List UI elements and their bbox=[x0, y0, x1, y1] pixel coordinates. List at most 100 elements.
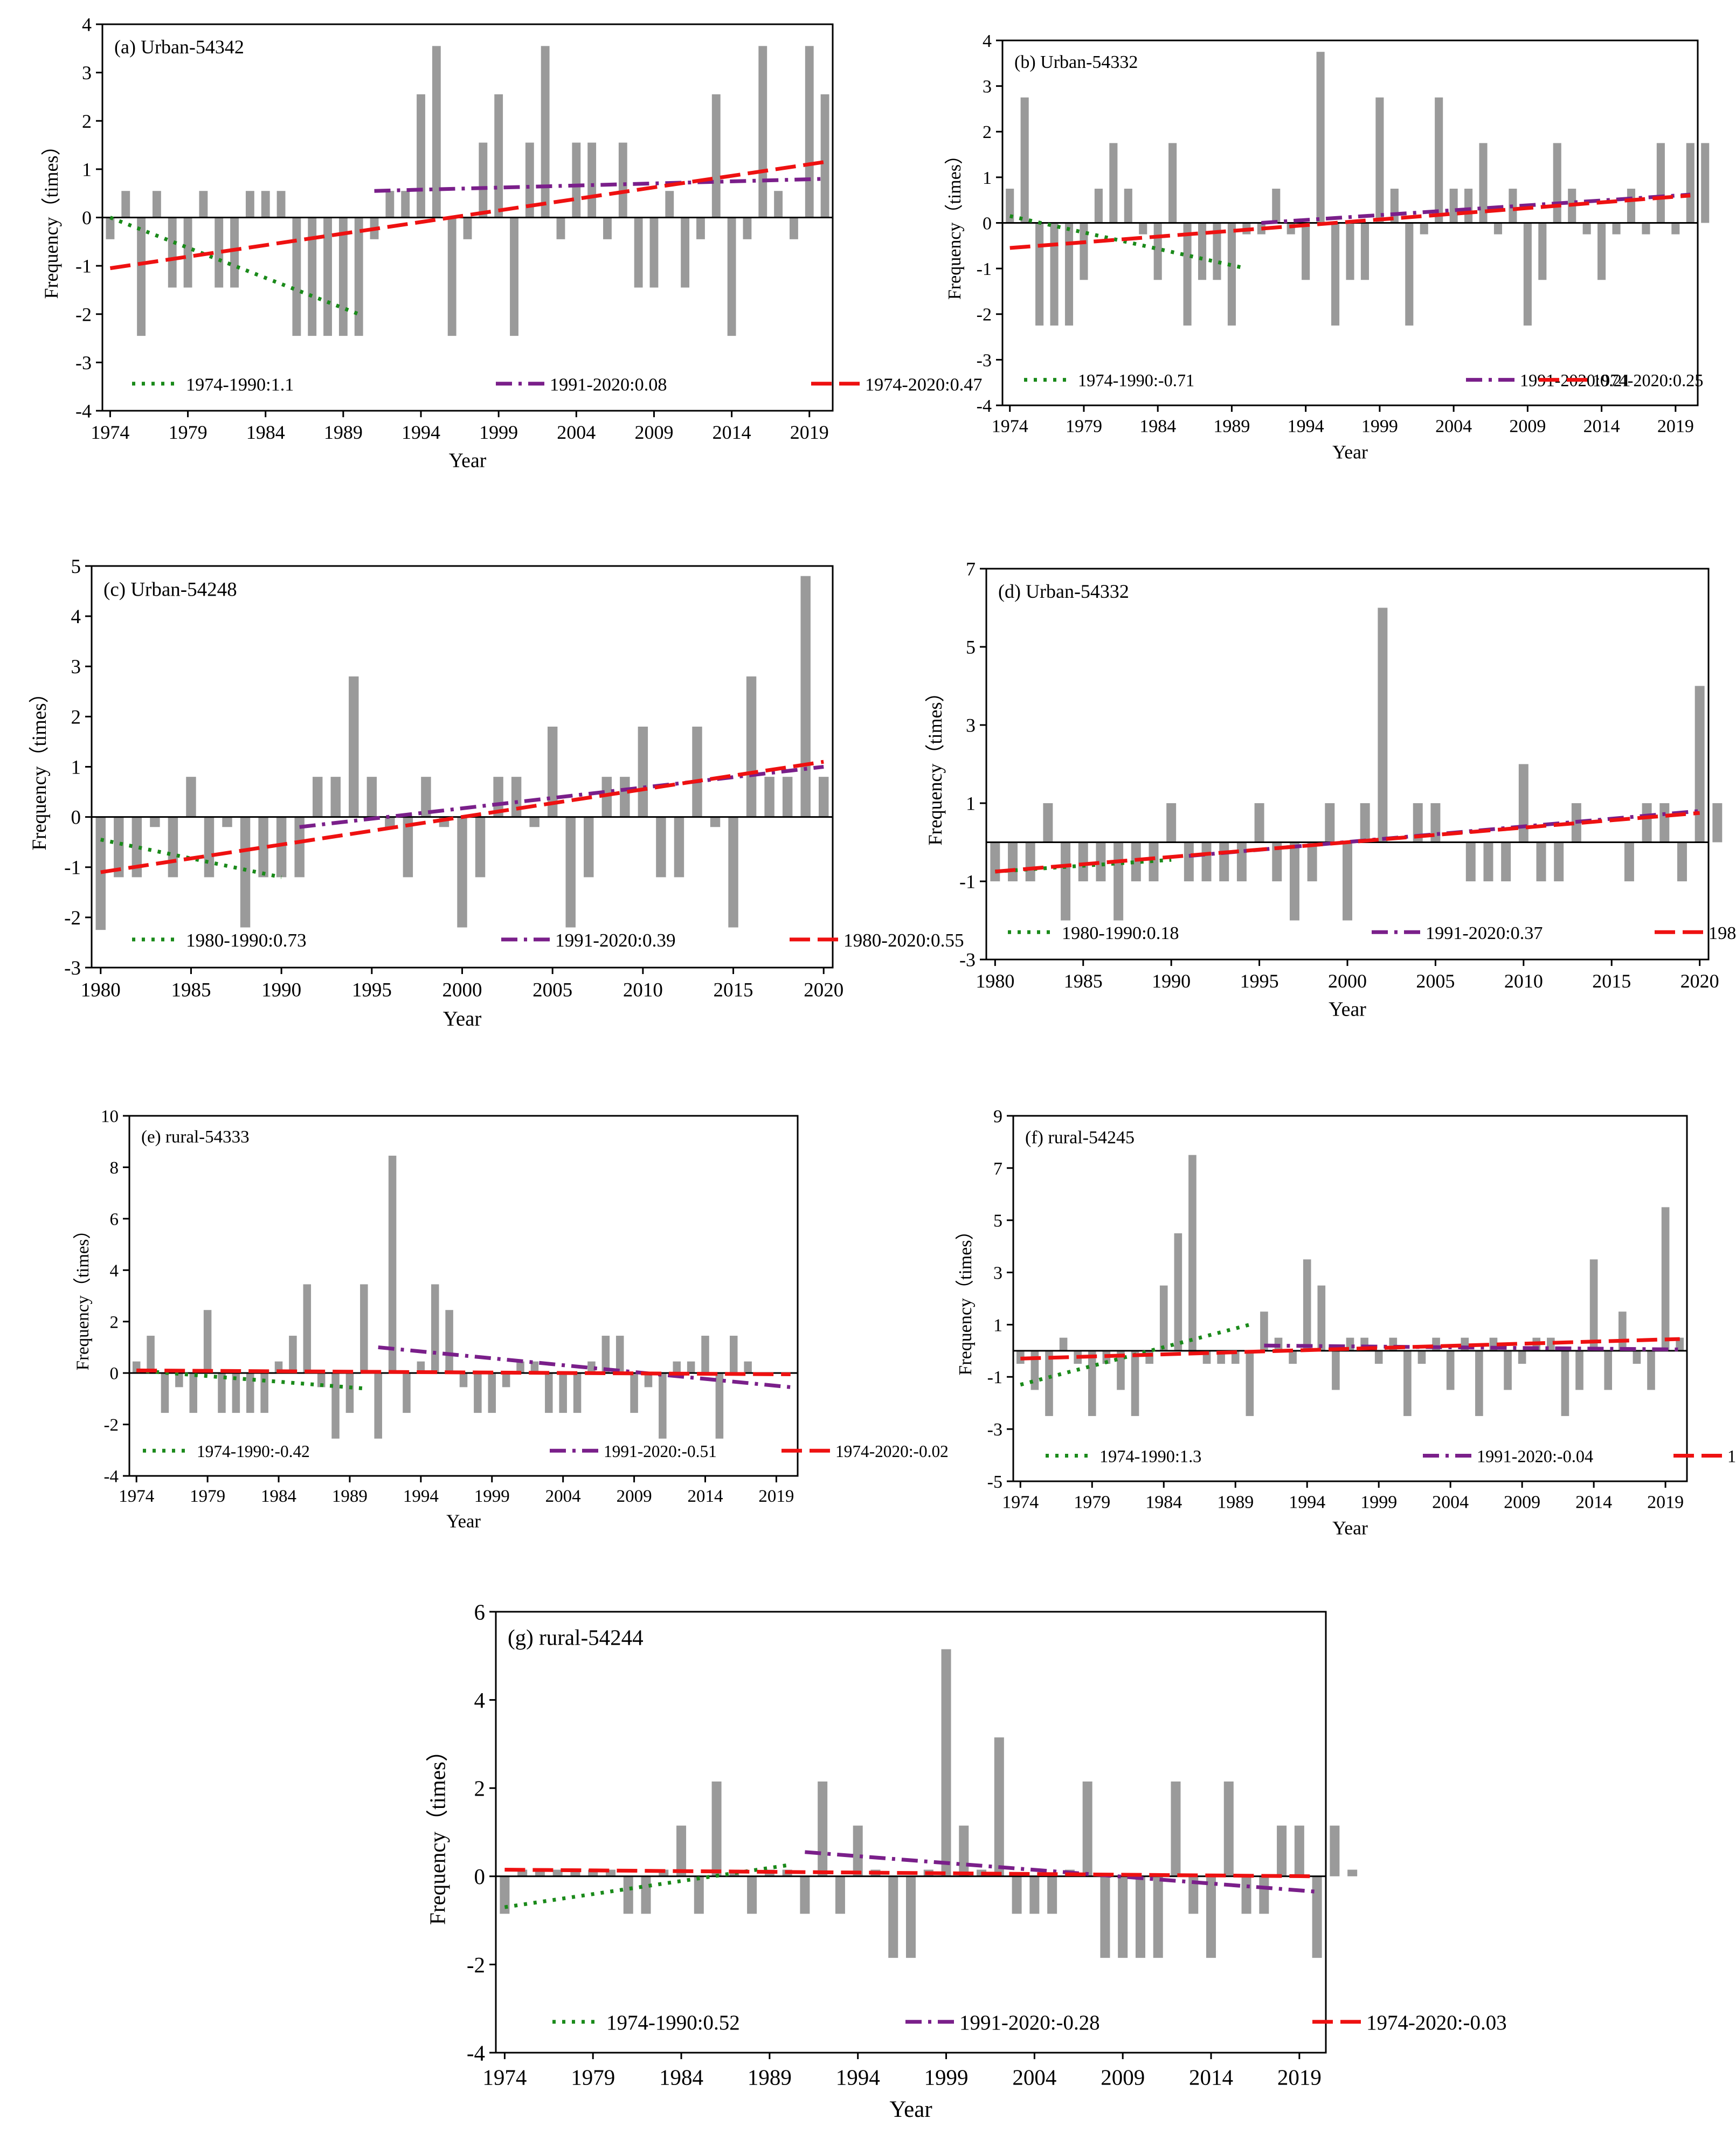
bar-1993 bbox=[403, 1373, 411, 1413]
x-tick-label: 1989 bbox=[1213, 416, 1250, 436]
bar-1983 bbox=[260, 1373, 268, 1413]
y-tick-label: -1 bbox=[64, 857, 81, 879]
x-tick-label: 2020 bbox=[804, 979, 843, 1002]
y-axis-label: Frequency（times） bbox=[955, 1221, 976, 1375]
y-tick-label: 6 bbox=[474, 1599, 486, 1624]
bar-2001 bbox=[475, 817, 486, 878]
bar-1999 bbox=[494, 94, 503, 218]
bar-2013 bbox=[711, 94, 721, 218]
bar-2007 bbox=[1465, 842, 1476, 881]
x-tick-label: 2019 bbox=[790, 422, 829, 443]
bar-2013 bbox=[1188, 1876, 1199, 1914]
bar-2016 bbox=[1241, 1876, 1251, 1914]
bar-1994 bbox=[853, 1825, 863, 1876]
panel-label: (d) Urban-54332 bbox=[998, 581, 1129, 602]
x-tick-label: 2014 bbox=[688, 1487, 723, 1506]
x-tick-label: 2004 bbox=[557, 422, 596, 443]
x-tick-label: 2014 bbox=[713, 422, 751, 443]
bar-2017 bbox=[744, 1361, 752, 1373]
bar-1974 bbox=[500, 1876, 510, 1914]
y-tick-label: 0 bbox=[71, 807, 81, 829]
bar-1997 bbox=[459, 1373, 468, 1387]
bar-1976 bbox=[137, 217, 146, 336]
bar-2005 bbox=[547, 727, 558, 817]
x-tick-label: 1989 bbox=[332, 1487, 368, 1506]
chart-panel-5: -4 -2 0 2 4 6 8 10 1974 1979 1984 1989 1994 1999 2004 2… bbox=[73, 1107, 949, 1532]
bar-2018 bbox=[1647, 1350, 1655, 1390]
trend-line-3 bbox=[1020, 1337, 1680, 1361]
x-tick-label: 2004 bbox=[545, 1487, 581, 1506]
bar-2013 bbox=[1575, 1350, 1583, 1390]
bar-2018 bbox=[782, 777, 793, 817]
bar-2009 bbox=[1118, 1876, 1128, 1958]
bar-1990 bbox=[360, 1284, 368, 1373]
bar-2019 bbox=[805, 46, 814, 218]
x-tick-label: 2019 bbox=[1647, 1492, 1684, 1512]
bar-2017 bbox=[774, 191, 783, 218]
x-tick-label: 1979 bbox=[190, 1487, 225, 1506]
y-axis-label: Frequency（times） bbox=[40, 136, 62, 299]
bar-2021 bbox=[1330, 1825, 1340, 1876]
y-tick-label: 3 bbox=[966, 715, 976, 736]
x-tick-label: 2000 bbox=[442, 979, 482, 1002]
bar-2007 bbox=[601, 1335, 610, 1373]
trend-line-3 bbox=[136, 1368, 791, 1377]
bar-2010 bbox=[1518, 764, 1528, 843]
bar-2008 bbox=[1504, 1350, 1512, 1390]
bar-2004 bbox=[559, 1373, 567, 1413]
bar-2000 bbox=[959, 1825, 969, 1876]
y-tick-label: 2 bbox=[82, 111, 92, 132]
bar-1995 bbox=[1254, 803, 1264, 843]
bar-1988 bbox=[323, 217, 332, 336]
legend-entry-3: 1980-2020:0.41 bbox=[1709, 923, 1736, 943]
panel-label: (g) rural-54244 bbox=[508, 1625, 644, 1650]
bar-1979 bbox=[203, 1310, 212, 1373]
x-tick-label: 1980 bbox=[976, 970, 1014, 992]
bar-1981 bbox=[215, 217, 224, 288]
legend-entry-3: 1974-2020:-0.02 bbox=[835, 1442, 949, 1461]
y-axis-label: Frequency（times） bbox=[944, 146, 965, 300]
bar-1997 bbox=[1289, 842, 1299, 921]
x-tick-label: 1989 bbox=[324, 422, 363, 443]
legend-entry-1: 1974-1990:1.3 bbox=[1099, 1446, 1201, 1466]
y-tick-label: 1 bbox=[966, 793, 976, 814]
bar-2021 bbox=[1712, 803, 1723, 843]
x-tick-label: 1989 bbox=[1217, 1492, 1254, 1512]
bar-2003 bbox=[556, 217, 565, 239]
y-tick-label: 7 bbox=[966, 558, 976, 580]
bar-2005 bbox=[1047, 1876, 1057, 1914]
bar-2003 bbox=[1435, 97, 1443, 223]
bar-2009 bbox=[620, 777, 630, 817]
bar-1977 bbox=[1059, 1337, 1068, 1351]
x-tick-label: 1974 bbox=[119, 1487, 154, 1506]
x-tick-label: 2019 bbox=[1277, 2065, 1322, 2089]
bar-2002 bbox=[493, 777, 503, 817]
bar-1976 bbox=[1035, 223, 1044, 326]
bar-2015 bbox=[728, 817, 738, 928]
legend-entry-1: 1974-1990:0.52 bbox=[606, 2011, 740, 2034]
bar-1993 bbox=[330, 777, 341, 817]
x-tick-label: 1974 bbox=[992, 416, 1028, 436]
x-tick-label: 1984 bbox=[246, 422, 285, 443]
bar-2007 bbox=[1493, 223, 1503, 234]
bar-1982 bbox=[246, 1373, 254, 1413]
bar-1994 bbox=[417, 94, 425, 218]
bar-2009 bbox=[630, 1373, 638, 1413]
bar-2008 bbox=[615, 1335, 624, 1373]
bar-2007 bbox=[584, 817, 594, 878]
y-tick-label: 2 bbox=[983, 122, 992, 142]
bar-2018 bbox=[1277, 1825, 1287, 1876]
bar-1990 bbox=[1246, 1350, 1254, 1416]
bar-1985 bbox=[276, 191, 286, 218]
trend-line-3 bbox=[995, 811, 1700, 874]
bar-1996 bbox=[1332, 1350, 1340, 1390]
bar-1992 bbox=[312, 777, 323, 817]
chart-panel-3: -3 -2 -1 0 1 2 3 4 5 1980 1985 1990 1995 2000 2005 2010… bbox=[29, 556, 964, 1030]
bar-2006 bbox=[1475, 1350, 1483, 1416]
y-axis-label: Frequency（times） bbox=[924, 683, 946, 846]
bar-2010 bbox=[1135, 1876, 1145, 1958]
bar-1983 bbox=[1139, 223, 1147, 234]
x-tick-label: 1999 bbox=[474, 1487, 510, 1506]
chart-panel-1: -4 -3 -2 -1 0 1 2 3 4 1974 1979 1984 1989 1994 1999 200… bbox=[40, 14, 982, 472]
